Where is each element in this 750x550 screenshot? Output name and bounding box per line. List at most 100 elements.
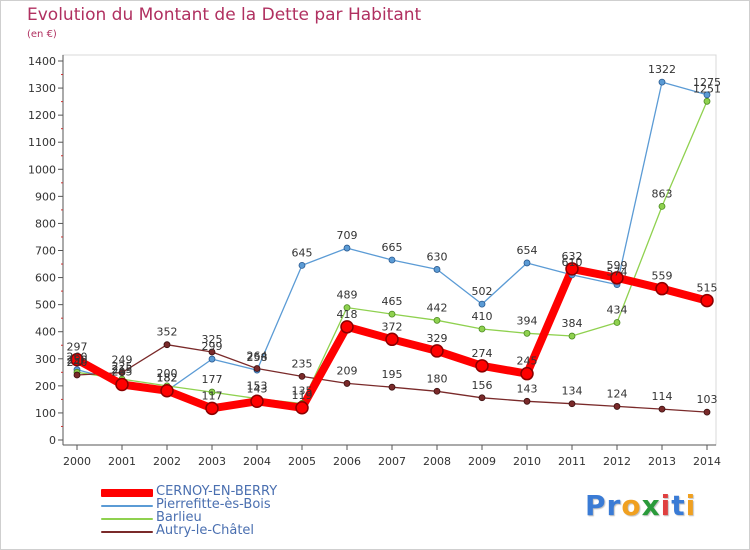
x-tick-label: 2006 xyxy=(333,455,361,468)
data-point xyxy=(478,325,486,333)
data-label: 489 xyxy=(337,289,358,302)
legend-label: CERNOY-EN-BERRY xyxy=(156,484,278,499)
data-point xyxy=(523,259,531,267)
data-point xyxy=(385,332,399,347)
x-tick-label: 2005 xyxy=(288,455,316,468)
data-label: 258 xyxy=(247,351,268,364)
data-point xyxy=(568,332,576,340)
data-label: 863 xyxy=(652,187,673,200)
chart-title: Evolution du Montant de la Dette par Hab… xyxy=(27,5,422,25)
y-tick-label: 700 xyxy=(35,245,56,258)
data-point xyxy=(208,388,216,396)
x-tick-label: 2014 xyxy=(693,455,721,468)
x-tick-label: 2002 xyxy=(153,455,181,468)
data-point xyxy=(295,401,309,415)
data-point xyxy=(523,329,531,337)
x-tick-label: 2008 xyxy=(423,455,451,468)
data-point xyxy=(433,387,441,395)
data-label: 632 xyxy=(562,250,583,263)
data-label: 297 xyxy=(67,341,88,354)
data-label: 630 xyxy=(427,250,448,263)
data-label: 195 xyxy=(382,368,403,381)
data-label: 143 xyxy=(247,382,268,395)
legend-item: Autry-le-Châtel xyxy=(101,523,361,538)
data-point xyxy=(610,271,624,285)
data-point xyxy=(658,78,666,86)
data-point xyxy=(658,405,666,413)
data-label: 645 xyxy=(292,246,313,259)
y-tick-label: 1100 xyxy=(28,136,56,149)
data-point xyxy=(343,304,351,312)
data-label: 177 xyxy=(202,373,223,386)
data-label: 299 xyxy=(202,340,223,353)
data-label: 515 xyxy=(697,282,718,295)
data-point xyxy=(115,377,129,392)
x-tick-label: 2001 xyxy=(108,455,136,468)
data-point xyxy=(205,401,219,416)
logo-letter: i xyxy=(685,489,697,522)
data-label: 465 xyxy=(382,295,403,308)
data-label: 1251 xyxy=(693,82,721,95)
data-label: 156 xyxy=(472,379,493,392)
x-tick-label: 2010 xyxy=(513,455,541,468)
data-label: 245 xyxy=(517,355,538,368)
y-tick-label: 400 xyxy=(35,326,56,339)
data-label: 240 xyxy=(67,356,88,369)
data-point xyxy=(703,97,711,105)
data-point xyxy=(520,366,534,381)
data-point xyxy=(163,341,171,349)
logo-letter: r xyxy=(606,489,622,522)
data-label: 665 xyxy=(382,241,403,254)
data-label: 1275 xyxy=(693,76,721,89)
logo-letter: t xyxy=(671,489,686,522)
data-label: 372 xyxy=(382,320,403,333)
data-label: 1322 xyxy=(648,63,676,76)
y-tick-label: 1300 xyxy=(28,82,56,95)
legend-item: Barlieu xyxy=(101,510,361,525)
data-label: 215 xyxy=(112,363,133,376)
data-point xyxy=(703,408,711,416)
data-point xyxy=(73,371,81,379)
data-label: 250 xyxy=(67,353,88,366)
data-label: 574 xyxy=(607,266,628,279)
x-tick-label: 2011 xyxy=(558,455,586,468)
data-point xyxy=(388,383,396,391)
x-tick-label: 2012 xyxy=(603,455,631,468)
data-label: 117 xyxy=(202,389,223,402)
data-point xyxy=(613,319,621,326)
data-point xyxy=(565,262,579,276)
logo-letter: P xyxy=(585,489,607,522)
x-tick-label: 2007 xyxy=(378,455,406,468)
data-label: 442 xyxy=(427,301,448,314)
x-tick-label: 2003 xyxy=(198,455,226,468)
legend-label: Autry-le-Châtel xyxy=(156,523,255,538)
data-point xyxy=(475,359,489,373)
logo-letter: i xyxy=(660,489,672,522)
legend-item: CERNOY-EN-BERRY xyxy=(101,484,361,499)
legend-swatch xyxy=(101,517,153,520)
data-label: 394 xyxy=(517,314,538,327)
data-label: 654 xyxy=(517,244,538,257)
data-label: 599 xyxy=(607,259,628,272)
data-label: 352 xyxy=(157,326,178,339)
data-label: 200 xyxy=(157,367,178,380)
legend-swatch xyxy=(101,504,153,507)
data-point xyxy=(478,394,486,402)
data-point xyxy=(250,394,264,409)
data-label: 434 xyxy=(607,304,628,317)
y-tick-label: 1400 xyxy=(28,55,56,68)
data-label: 325 xyxy=(202,333,223,346)
x-tick-label: 2000 xyxy=(63,455,91,468)
data-point xyxy=(343,380,351,387)
y-tick-label: 500 xyxy=(35,299,56,312)
data-point xyxy=(253,365,261,372)
data-point xyxy=(478,300,486,308)
data-point xyxy=(433,266,441,273)
data-label: 182 xyxy=(157,372,178,385)
data-label: 264 xyxy=(247,350,268,363)
data-point xyxy=(700,293,714,308)
data-label: 410 xyxy=(472,310,493,323)
data-label: 182 xyxy=(157,372,178,385)
